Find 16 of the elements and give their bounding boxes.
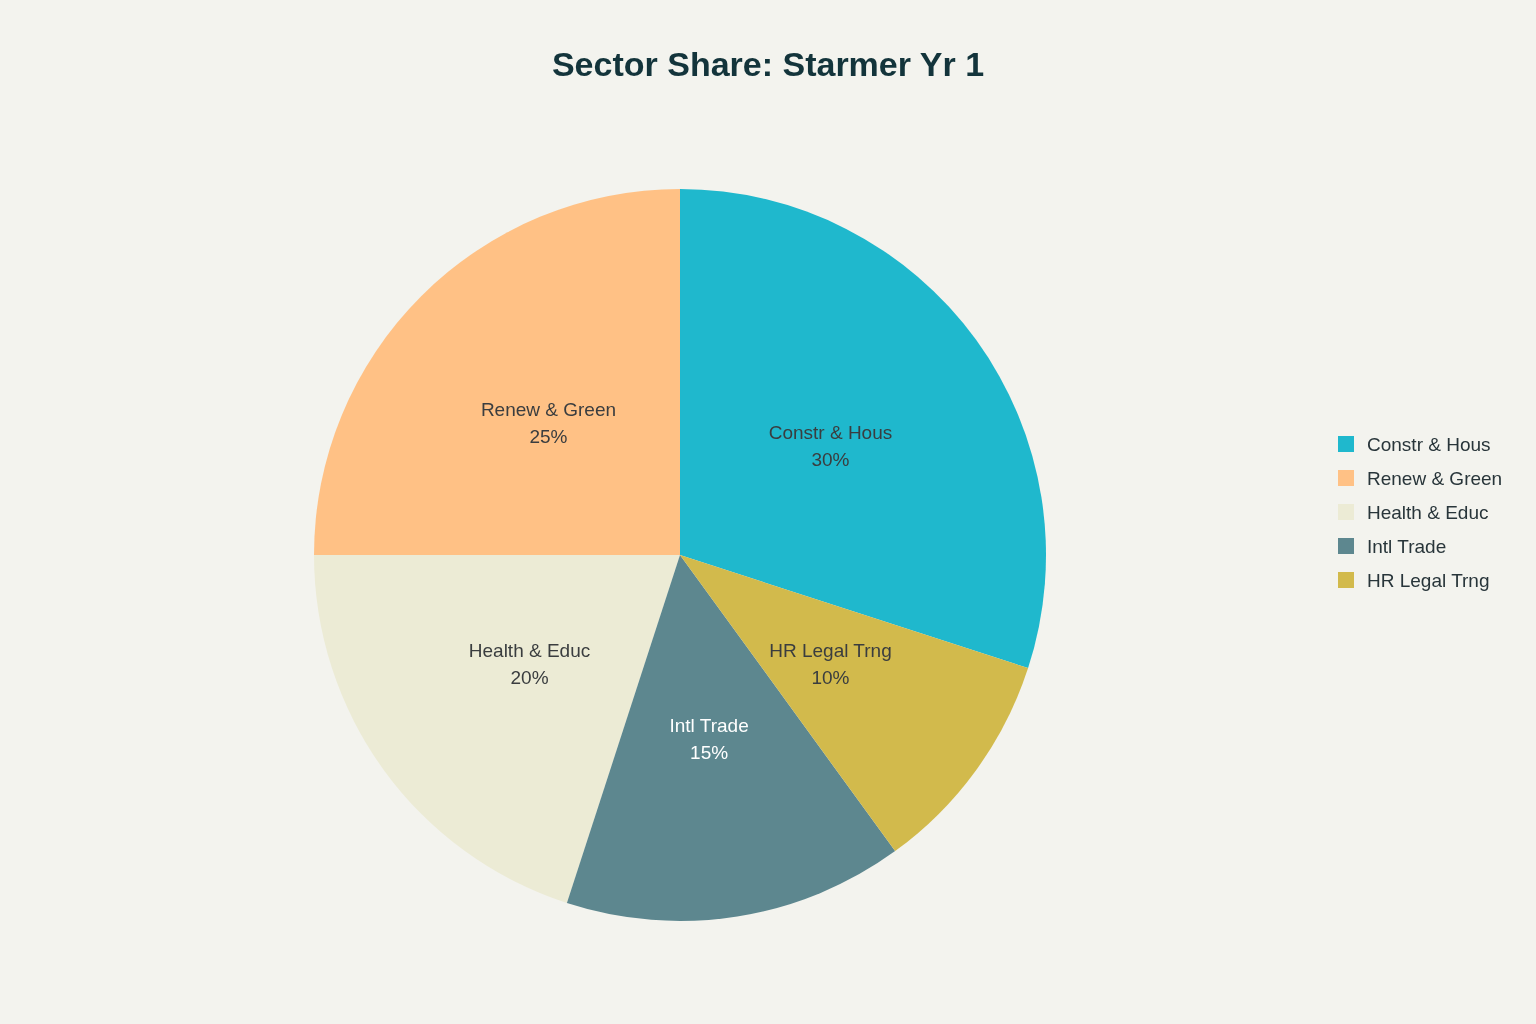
slice-label: Intl Trade bbox=[669, 714, 749, 736]
data-label: 20% bbox=[510, 667, 549, 689]
legend-label: Constr & Hous bbox=[1367, 433, 1491, 455]
legend-label: Renew & Green bbox=[1367, 467, 1503, 489]
legend-label: Health & Educ bbox=[1367, 501, 1489, 523]
slice-label: HR Legal Trng bbox=[769, 640, 892, 662]
data-label: 15% bbox=[690, 741, 729, 763]
data-label: 10% bbox=[811, 667, 850, 689]
slice-label: Constr & Hous bbox=[768, 421, 893, 443]
data-label: 25% bbox=[529, 426, 568, 448]
legend-label: Intl Trade bbox=[1367, 535, 1447, 557]
chart-title: Sector Share: Starmer Yr 1 bbox=[551, 45, 985, 83]
legend-label: HR Legal Trng bbox=[1367, 569, 1490, 591]
slice-label: Renew & Green bbox=[480, 399, 617, 421]
slice-label: Health & Educ bbox=[468, 640, 591, 662]
data-label: 30% bbox=[811, 448, 850, 470]
